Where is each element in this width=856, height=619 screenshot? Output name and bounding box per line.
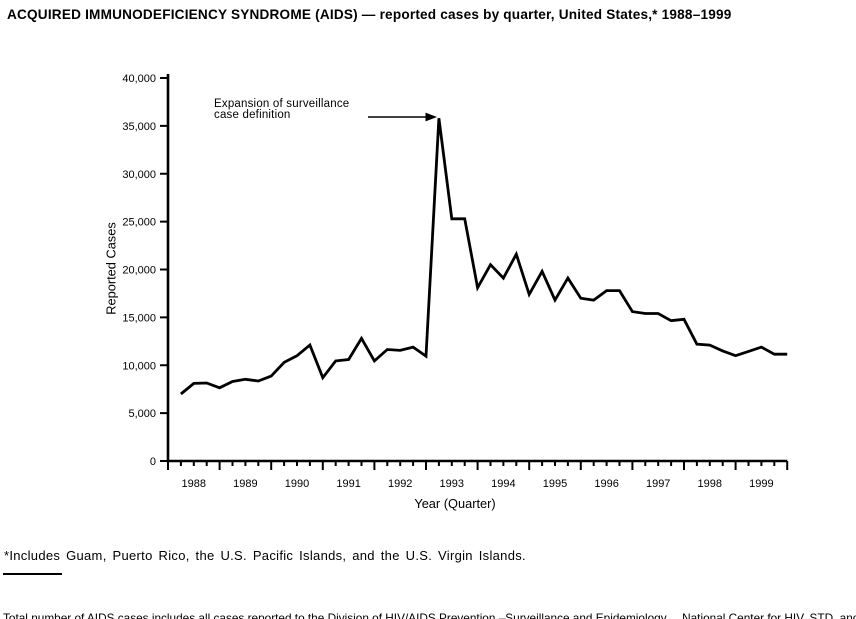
footnote-source: Total number of AIDS cases includes all … [3,581,856,619]
figure-title: ACQUIRED IMMUNODEFICIENCY SYNDROME (AIDS… [7,7,732,22]
annotation-line-2: case definition [214,109,291,121]
footnote-rule [3,573,62,576]
y-tick-label: 40,000 [122,73,156,85]
x-year-label: 1995 [543,478,567,490]
annotation-arrow-head [425,112,437,122]
x-year-label: 1994 [491,478,515,490]
y-tick-label: 5,000 [128,408,156,420]
y-tick-label: 35,000 [122,121,156,133]
footnote-source-line-1: Total number of AIDS cases includes all … [3,611,856,619]
footnote-territories: *Includes Guam, Puerto Rico, the U.S. Pa… [4,548,526,563]
x-year-label: 1993 [440,478,464,490]
y-tick-label: 0 [150,456,156,468]
x-year-label: 1999 [749,478,773,490]
x-year-label: 1990 [285,478,309,490]
y-tick-label: 25,000 [122,217,156,229]
y-axis-title: Reported Cases [103,222,119,315]
x-axis-title: Year (Quarter) [414,496,496,511]
x-year-label: 1988 [182,478,206,490]
y-tick-label: 30,000 [122,169,156,181]
annotation-expansion: Expansion of surveillance case definitio… [214,98,350,121]
x-year-label: 1998 [698,478,722,490]
x-year-label: 1992 [388,478,412,490]
annotation-line-1: Expansion of surveillance [214,98,350,110]
y-tick-label: 10,000 [122,360,156,372]
x-year-label: 1989 [233,478,257,490]
reported-cases-line [180,118,788,396]
x-year-label: 1997 [646,478,670,490]
y-tick-label: 15,000 [122,312,156,324]
x-year-label: 1991 [336,478,360,490]
x-year-label: 1996 [594,478,618,490]
y-tick-label: 20,000 [122,265,156,277]
